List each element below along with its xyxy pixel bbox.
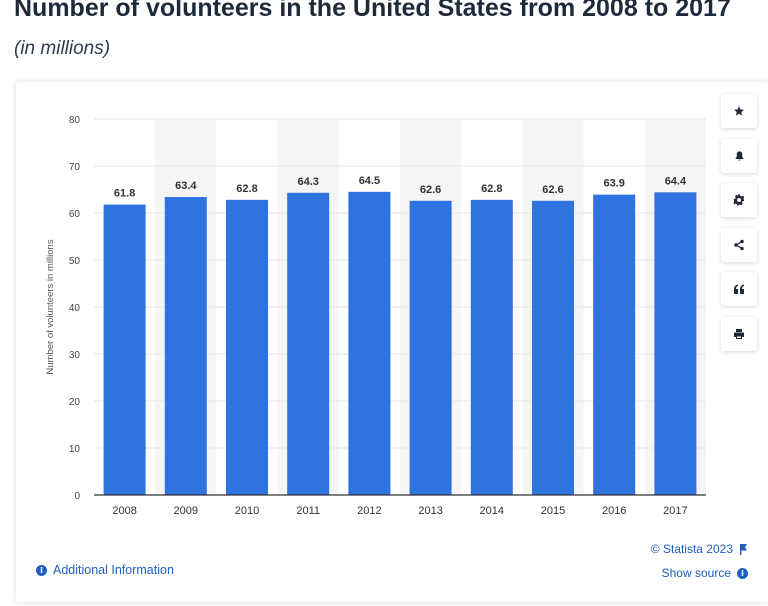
bar-chart: 0 10 20 30 40 50 60 70 80 Number of volunteers in… — [45, 115, 706, 517]
share-icon — [734, 239, 744, 250]
star-icon — [734, 106, 744, 116]
data-label: 62.8 — [236, 183, 257, 195]
bar — [593, 194, 636, 496]
bar — [470, 199, 513, 495]
x-tick-label: 2014 — [480, 505, 504, 517]
bar — [532, 200, 574, 495]
data-label: 62.8 — [481, 183, 502, 195]
data-label: 62.6 — [420, 184, 441, 196]
quote-icon — [734, 284, 744, 294]
show-source-label: Show source — [661, 566, 731, 580]
data-label: 64.4 — [665, 175, 687, 187]
y-tick-label: 20 — [69, 397, 81, 408]
notification-button[interactable] — [721, 138, 757, 173]
y-tick-label: 70 — [69, 162, 81, 173]
print-button[interactable] — [721, 316, 757, 351]
y-tick-label: 50 — [69, 256, 81, 267]
data-label: 62.6 — [542, 184, 563, 196]
bell-icon — [735, 150, 743, 161]
print-icon — [734, 328, 744, 339]
bar — [409, 200, 452, 495]
share-button[interactable] — [721, 227, 757, 262]
x-tick-label: 2008 — [112, 505, 136, 517]
x-tick-label: 2017 — [663, 505, 687, 517]
cite-button[interactable] — [721, 272, 757, 306]
y-tick-label: 60 — [69, 209, 81, 220]
show-source-link[interactable]: Show source i — [662, 566, 748, 580]
x-tick-label: 2013 — [418, 505, 442, 517]
x-tick-label: 2012 — [357, 505, 381, 517]
y-tick-label: 40 — [69, 303, 81, 314]
x-tick-label: 2009 — [174, 505, 198, 517]
page-title: Number of volunteers in the United State… — [14, 0, 731, 22]
data-label: 61.8 — [114, 188, 135, 200]
info-icon: i — [737, 567, 748, 579]
y-tick-label: 80 — [69, 115, 81, 126]
data-label: 63.9 — [603, 178, 624, 190]
x-tick-label: 2016 — [602, 505, 626, 517]
y-tick-label: 30 — [69, 350, 81, 361]
chart-toolbar — [721, 94, 757, 361]
favorite-button[interactable] — [721, 94, 757, 128]
y-tick-label: 10 — [69, 444, 81, 455]
page-subtitle: (in millions) — [14, 38, 111, 59]
gear-icon — [733, 194, 745, 206]
copyright-label: © Statista 2023 — [650, 542, 733, 556]
flag-icon — [740, 543, 747, 555]
bar — [654, 192, 697, 495]
additional-information-link[interactable]: i Additional Information — [36, 563, 174, 577]
data-label: 64.5 — [359, 175, 380, 187]
bar — [348, 191, 391, 495]
y-axis-title: Number of volunteers in millions — [45, 239, 56, 374]
additional-information-label: Additional Information — [53, 563, 174, 577]
bar — [103, 204, 146, 495]
bar — [287, 192, 330, 495]
y-tick-label: 0 — [74, 491, 80, 502]
settings-button[interactable] — [721, 183, 757, 217]
x-tick-label: 2010 — [235, 505, 259, 517]
bar — [226, 199, 268, 495]
x-tick-label: 2011 — [296, 505, 320, 517]
data-label: 64.3 — [297, 176, 318, 188]
info-icon: i — [36, 564, 47, 576]
x-tick-label: 2015 — [541, 505, 565, 517]
statista-copyright[interactable]: © Statista 2023 — [651, 542, 748, 556]
bar — [164, 197, 207, 495]
chart-card: 0 10 20 30 40 50 60 70 80 Number of volunteers in… — [16, 82, 768, 602]
data-label: 63.4 — [175, 180, 197, 192]
